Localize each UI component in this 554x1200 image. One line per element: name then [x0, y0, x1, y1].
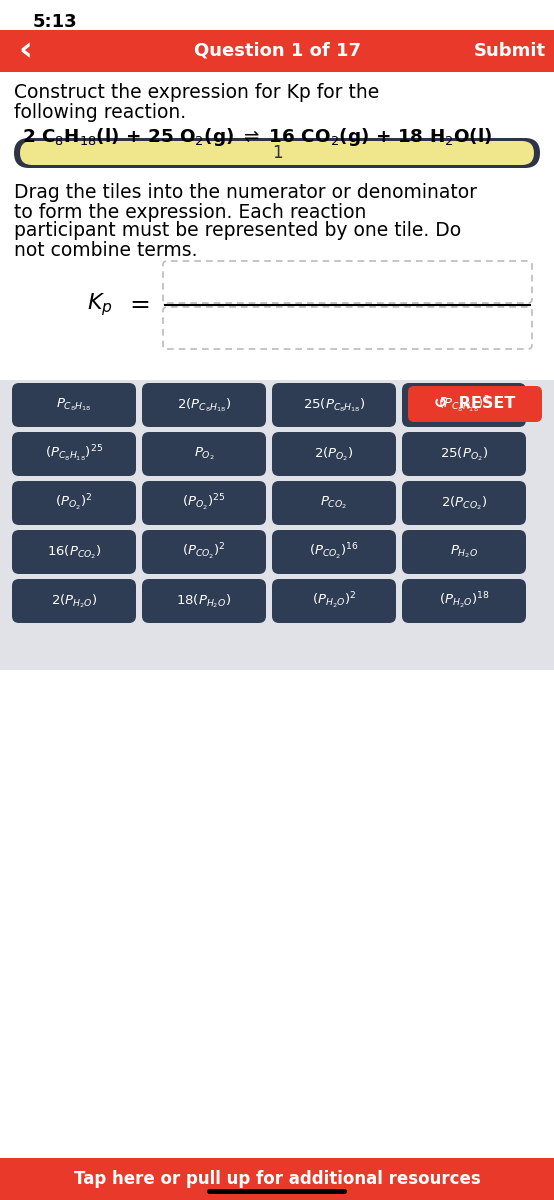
FancyBboxPatch shape	[402, 432, 526, 476]
Text: $P_{C_8H_{18}}$: $P_{C_8H_{18}}$	[56, 397, 92, 413]
FancyBboxPatch shape	[272, 481, 396, 526]
Text: following reaction.: following reaction.	[14, 102, 186, 121]
FancyBboxPatch shape	[0, 1158, 554, 1200]
FancyBboxPatch shape	[402, 481, 526, 526]
FancyBboxPatch shape	[402, 578, 526, 623]
Text: $(P_{CO_2})^{16}$: $(P_{CO_2})^{16}$	[309, 542, 359, 562]
Text: $16(P_{CO_2})$: $16(P_{CO_2})$	[47, 544, 101, 560]
FancyBboxPatch shape	[163, 307, 532, 349]
Text: Submit: Submit	[474, 42, 546, 60]
Text: $(P_{C_8H_{18}})^2$: $(P_{C_8H_{18}})^2$	[438, 395, 490, 415]
Text: to form the expression. Each reaction: to form the expression. Each reaction	[14, 203, 366, 222]
Text: not combine terms.: not combine terms.	[14, 240, 197, 259]
FancyBboxPatch shape	[14, 138, 540, 168]
Text: $(P_{H_2O})^2$: $(P_{H_2O})^2$	[312, 590, 356, 611]
FancyBboxPatch shape	[408, 386, 542, 422]
Text: Construct the expression for Kp for the: Construct the expression for Kp for the	[14, 84, 379, 102]
Text: $P_{O_2}$: $P_{O_2}$	[193, 445, 214, 462]
Text: Drag the tiles into the numerator or denominator: Drag the tiles into the numerator or den…	[14, 184, 477, 203]
Text: $(P_{O_2})^{25}$: $(P_{O_2})^{25}$	[182, 493, 225, 514]
FancyBboxPatch shape	[142, 530, 266, 574]
FancyBboxPatch shape	[402, 530, 526, 574]
Text: 2 C$_8$H$_{18}$(l) + 25 O$_2$(g) $\rightleftharpoons$ 16 CO$_2$(g) + 18 H$_2$O(l: 2 C$_8$H$_{18}$(l) + 25 O$_2$(g) $\right…	[22, 126, 493, 148]
FancyBboxPatch shape	[0, 380, 554, 670]
FancyBboxPatch shape	[272, 530, 396, 574]
FancyBboxPatch shape	[12, 383, 136, 427]
Text: $25(P_{C_8H_{18}})$: $25(P_{C_8H_{18}})$	[302, 396, 365, 414]
Text: $2(P_{C_8H_{18}})$: $2(P_{C_8H_{18}})$	[177, 396, 231, 414]
Text: $18(P_{H_2O})$: $18(P_{H_2O})$	[177, 593, 232, 610]
Text: $(P_{CO_2})^2$: $(P_{CO_2})^2$	[182, 542, 226, 562]
Text: Question 1 of 17: Question 1 of 17	[193, 42, 361, 60]
Text: $2(P_{O_2})$: $2(P_{O_2})$	[314, 445, 354, 463]
Text: $25(P_{O_2})$: $25(P_{O_2})$	[440, 445, 488, 463]
Text: $(P_{C_8H_{18}})^{25}$: $(P_{C_8H_{18}})^{25}$	[45, 444, 103, 464]
Text: $2(P_{H_2O})$: $2(P_{H_2O})$	[51, 593, 98, 610]
Text: $(P_{H_2O})^{18}$: $(P_{H_2O})^{18}$	[439, 590, 489, 611]
Text: $K_p$: $K_p$	[87, 292, 113, 318]
Text: =: =	[130, 293, 151, 317]
Text: 5:13: 5:13	[33, 13, 78, 31]
FancyBboxPatch shape	[142, 432, 266, 476]
FancyBboxPatch shape	[12, 481, 136, 526]
Text: $(P_{O_2})^2$: $(P_{O_2})^2$	[55, 493, 93, 514]
Text: ‹: ‹	[18, 35, 32, 67]
FancyBboxPatch shape	[12, 530, 136, 574]
FancyBboxPatch shape	[142, 578, 266, 623]
FancyBboxPatch shape	[207, 1189, 347, 1194]
Text: $P_{CO_2}$: $P_{CO_2}$	[320, 494, 348, 511]
Text: Tap here or pull up for additional resources: Tap here or pull up for additional resou…	[74, 1170, 480, 1188]
Text: participant must be represented by one tile. Do: participant must be represented by one t…	[14, 222, 461, 240]
Text: $2(P_{CO_2})$: $2(P_{CO_2})$	[441, 494, 487, 511]
FancyBboxPatch shape	[12, 432, 136, 476]
FancyBboxPatch shape	[402, 383, 526, 427]
FancyBboxPatch shape	[272, 578, 396, 623]
FancyBboxPatch shape	[142, 481, 266, 526]
FancyBboxPatch shape	[0, 30, 554, 72]
FancyBboxPatch shape	[163, 260, 532, 302]
FancyBboxPatch shape	[142, 383, 266, 427]
Text: 1: 1	[271, 144, 283, 162]
FancyBboxPatch shape	[20, 140, 534, 164]
FancyBboxPatch shape	[272, 383, 396, 427]
FancyBboxPatch shape	[12, 578, 136, 623]
Text: ↺  RESET: ↺ RESET	[434, 396, 516, 412]
FancyBboxPatch shape	[272, 432, 396, 476]
Text: $P_{H_2O}$: $P_{H_2O}$	[450, 544, 478, 560]
